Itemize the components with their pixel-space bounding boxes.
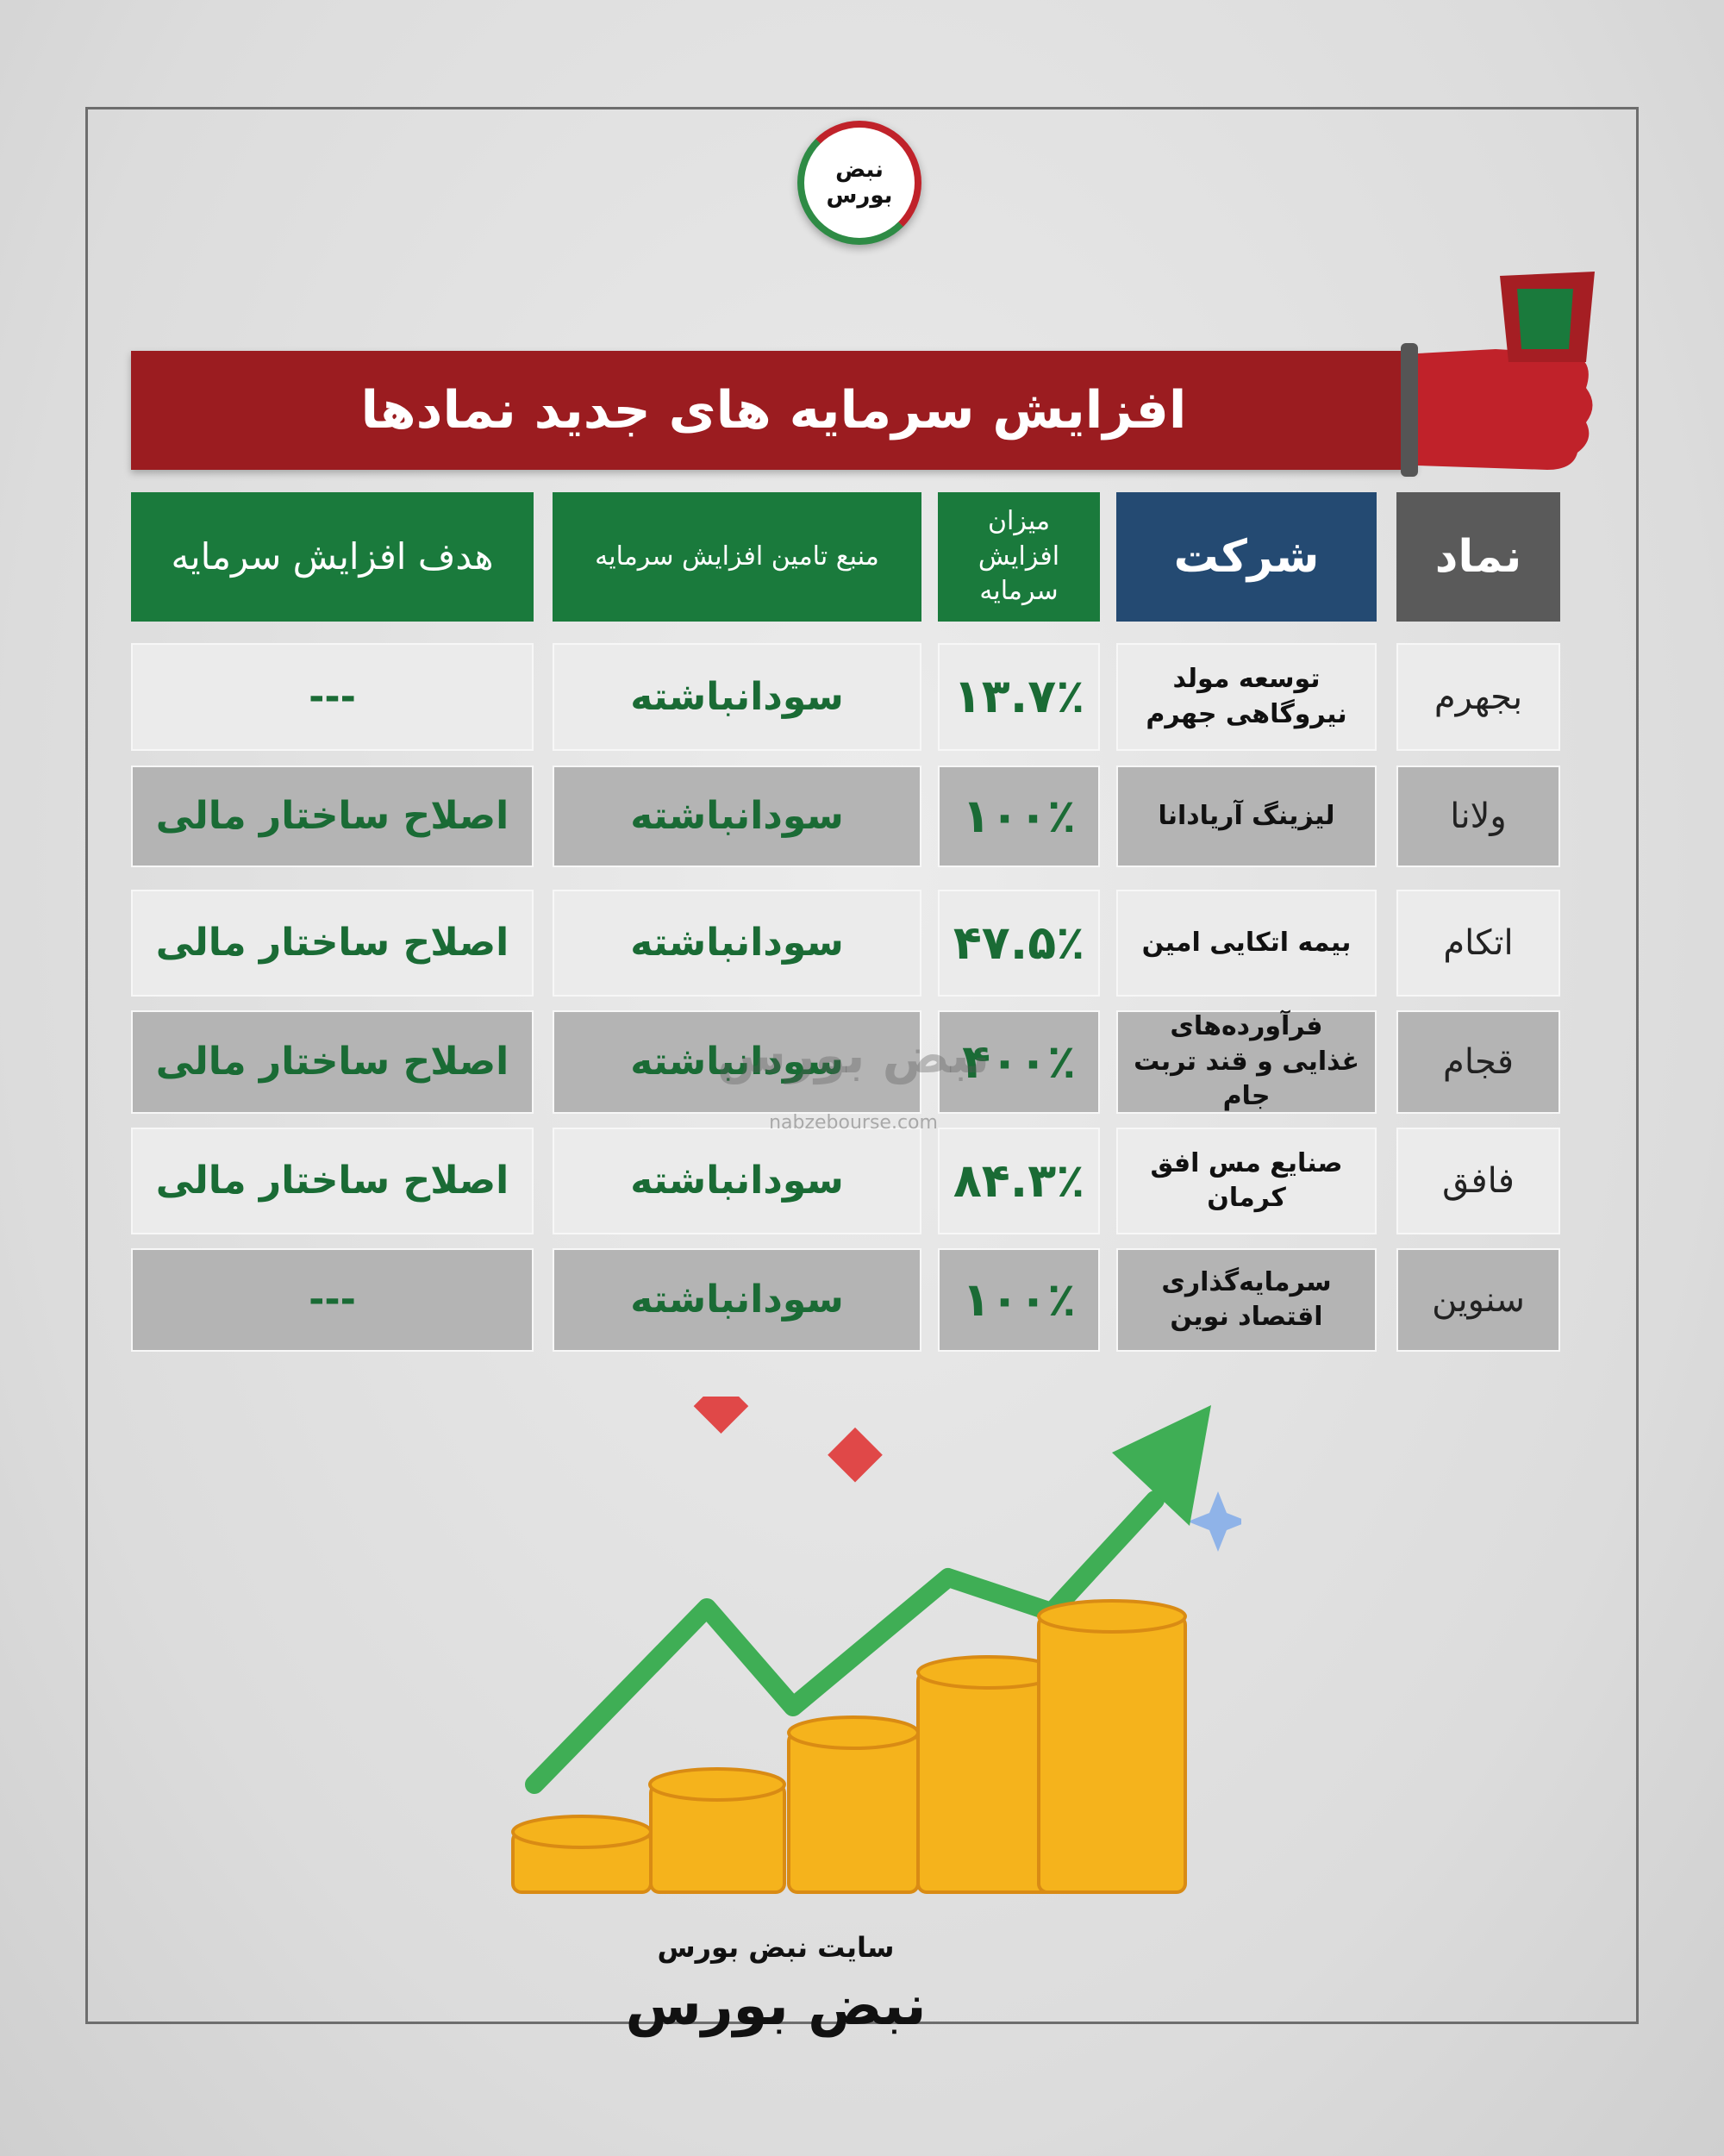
header-cell: نماد — [1396, 492, 1560, 622]
increase-percent: ۱۰۰٪ — [938, 1248, 1100, 1352]
header-cell: میزان افزایش سرمایه — [938, 492, 1100, 622]
logo: نبض بورس — [797, 121, 921, 245]
company: سرمایه‌گذاری اقتصاد نوین — [1116, 1248, 1377, 1352]
increase-percent: ۸۴.۳٪ — [938, 1128, 1100, 1234]
symbol: قجام — [1396, 1010, 1560, 1114]
title: افزایش سرمایه های جدید نمادها — [131, 351, 1416, 470]
goal: اصلاح ساختار مالی — [131, 1128, 534, 1234]
funding-source: سودانباشته — [553, 1010, 921, 1114]
hand-icon — [1401, 272, 1595, 477]
goal: اصلاح ساختار مالی — [131, 890, 534, 997]
symbol: سنوین — [1396, 1248, 1560, 1352]
increase-percent: ۴۰۰٪ — [938, 1010, 1100, 1114]
frame — [85, 107, 1639, 2024]
watermark: نبض بورس — [716, 1026, 990, 1084]
funding-source: سودانباشته — [553, 643, 921, 751]
header-cell: منبع تامین افزایش سرمایه — [553, 492, 921, 622]
increase-percent: ۱۳.۷٪ — [938, 643, 1100, 751]
company: توسعه مولد نیروگاهی جهرم — [1116, 643, 1377, 751]
increase-percent: ۱۰۰٪ — [938, 766, 1100, 867]
header-cell: شرکت — [1116, 492, 1377, 622]
increase-percent: ۴۷.۵٪ — [938, 890, 1100, 997]
symbol: اتکام — [1396, 890, 1560, 997]
goal: --- — [131, 1248, 534, 1352]
goal: --- — [131, 643, 534, 751]
header-cell: هدف افزایش سرمایه — [131, 492, 534, 622]
footer-logo: نبض بورس — [625, 1974, 927, 2038]
company: فرآورده‌های غذایی و قند تربت جام — [1116, 1010, 1377, 1114]
funding-source: سودانباشته — [553, 890, 921, 997]
funding-source: سودانباشته — [553, 766, 921, 867]
footer-caption: سایت نبض بورس — [657, 1931, 895, 1964]
funding-source: سودانباشته — [553, 1248, 921, 1352]
symbol: فافق — [1396, 1128, 1560, 1234]
goal: اصلاح ساختار مالی — [131, 766, 534, 867]
watermark-url: nabzebourse.com — [769, 1112, 938, 1134]
company: صنایع مس افق کرمان — [1116, 1128, 1377, 1234]
symbol: ولانا — [1396, 766, 1560, 867]
growth-illustration — [511, 1397, 1241, 1894]
company: بیمه اتکایی امین — [1116, 890, 1377, 997]
symbol: بجهرم — [1396, 643, 1560, 751]
company: لیزینگ آریادانا — [1116, 766, 1377, 867]
funding-source: سودانباشته — [553, 1128, 921, 1234]
goal: اصلاح ساختار مالی — [131, 1010, 534, 1114]
